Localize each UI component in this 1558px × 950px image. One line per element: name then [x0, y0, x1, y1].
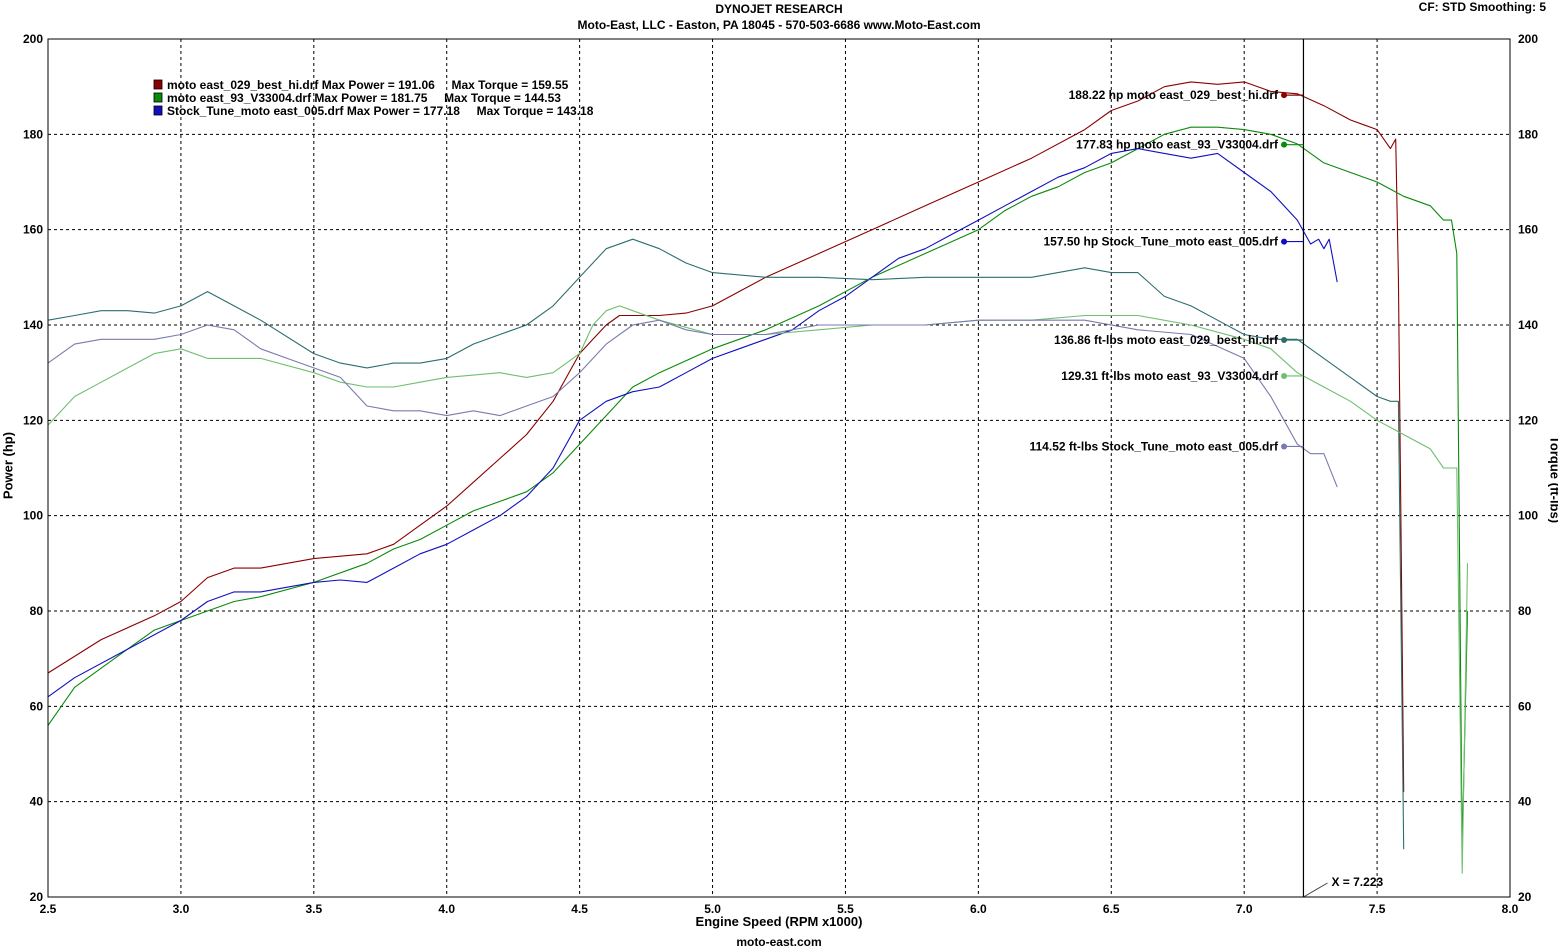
x-tick-label: 8.0: [1502, 902, 1519, 916]
y2-tick-label: 200: [1518, 32, 1538, 46]
grid: [48, 39, 1510, 897]
y2-tick-label: 60: [1518, 699, 1532, 713]
x-tick-label: 3.0: [173, 902, 190, 916]
series-line-power: [47, 148, 1338, 698]
cursor-label: X = 7.223: [1331, 875, 1383, 889]
readout-label: 177.83 hp moto east_93_V33004.drf: [1076, 138, 1279, 152]
x-tick-label: 6.5: [1103, 902, 1120, 916]
x-axis-label: Engine Speed (RPM x1000): [695, 914, 863, 929]
x-tick-label: 4.5: [571, 902, 588, 916]
readout-label: 157.50 hp Stock_Tune_moto east_005.drf: [1044, 235, 1280, 249]
y-tick-label: 40: [30, 795, 44, 809]
chart-subtitle: Moto-East, LLC - Easton, PA 18045 - 570-…: [577, 18, 981, 32]
x-tick-label: 7.5: [1369, 902, 1386, 916]
x-tick-label: 5.0: [704, 902, 721, 916]
legend-swatch: [153, 79, 163, 90]
y2-tick-label: 120: [1518, 413, 1538, 427]
series-line-power: [47, 81, 1405, 793]
series-line-torque: [47, 319, 1338, 488]
axis-ticks: 2.5 3.0 3.5 4.0 4.5 5.0 5.5 6.0 6.5 7.0 7.5 8.020 20…: [23, 32, 1538, 916]
cursor[interactable]: X = 7.223: [1302, 39, 1383, 898]
x-tick-label: 6.0: [970, 902, 987, 916]
readout-marker: [1281, 443, 1288, 450]
y-tick-label: 60: [30, 699, 44, 713]
y2-tick-label: 40: [1518, 795, 1532, 809]
y2-tick-label: 20: [1518, 890, 1532, 904]
y2-tick-label: 180: [1518, 127, 1538, 141]
readout-label: 129.31 ft-lbs moto east_93_V33004.drf: [1061, 369, 1279, 383]
cursor-readouts: 188.22 hp moto east_029_best_hi.drf 177.8…: [1030, 88, 1304, 453]
cursor-pointer: [1303, 882, 1328, 898]
readout-marker: [1281, 92, 1288, 99]
y-tick-label: 140: [23, 318, 43, 332]
y2-tick-label: 100: [1518, 509, 1538, 523]
series-line-torque: [47, 305, 1469, 874]
footer-url: moto-east.com: [736, 935, 822, 949]
y-tick-label: 100: [23, 509, 43, 523]
legend-entry: moto east_029_best_hi.drf Max Power = 19…: [167, 78, 569, 92]
legend-entry: Stock_Tune_moto east_005.drf Max Power =…: [167, 104, 594, 118]
legend-entry: moto east_93_V33004.drf Max Power = 181.…: [167, 91, 561, 105]
y-tick-label: 160: [23, 223, 43, 237]
y-tick-label: 20: [30, 890, 44, 904]
y-tick-label: 200: [23, 32, 43, 46]
y2-tick-label: 80: [1518, 604, 1532, 618]
y-tick-label: 120: [23, 413, 43, 427]
series-lines: [47, 81, 1469, 874]
settings-readout: CF: STD Smoothing: 5: [1418, 0, 1546, 14]
readout-marker: [1281, 372, 1288, 379]
chart-title: DYNOJET RESEARCH: [715, 2, 843, 16]
readout-marker: [1281, 141, 1288, 148]
readout-label: 188.22 hp moto east_029_best_hi.drf: [1069, 88, 1279, 102]
readout-label: 136.86 ft-lbs moto east_029_best_hi.drf: [1054, 333, 1279, 347]
y2-tick-label: 140: [1518, 318, 1538, 332]
x-tick-label: 7.0: [1236, 902, 1253, 916]
legend-swatch: [153, 92, 163, 103]
y-tick-label: 180: [23, 127, 43, 141]
x-tick-label: 2.5: [40, 902, 57, 916]
readout-marker: [1281, 238, 1288, 245]
y-tick-label: 80: [30, 604, 44, 618]
series-line-torque: [47, 238, 1405, 850]
legend: moto east_029_best_hi.drf Max Power = 19…: [153, 78, 594, 118]
plot-frame: [47, 38, 1511, 898]
x-tick-label: 5.5: [837, 902, 854, 916]
readout-marker: [1281, 336, 1288, 343]
legend-swatch: [153, 105, 163, 116]
x-tick-label: 3.5: [305, 902, 322, 916]
x-tick-label: 4.0: [438, 902, 455, 916]
readout-label: 114.52 ft-lbs Stock_Tune_moto east_005.d…: [1030, 439, 1280, 453]
y2-tick-label: 160: [1518, 223, 1538, 237]
